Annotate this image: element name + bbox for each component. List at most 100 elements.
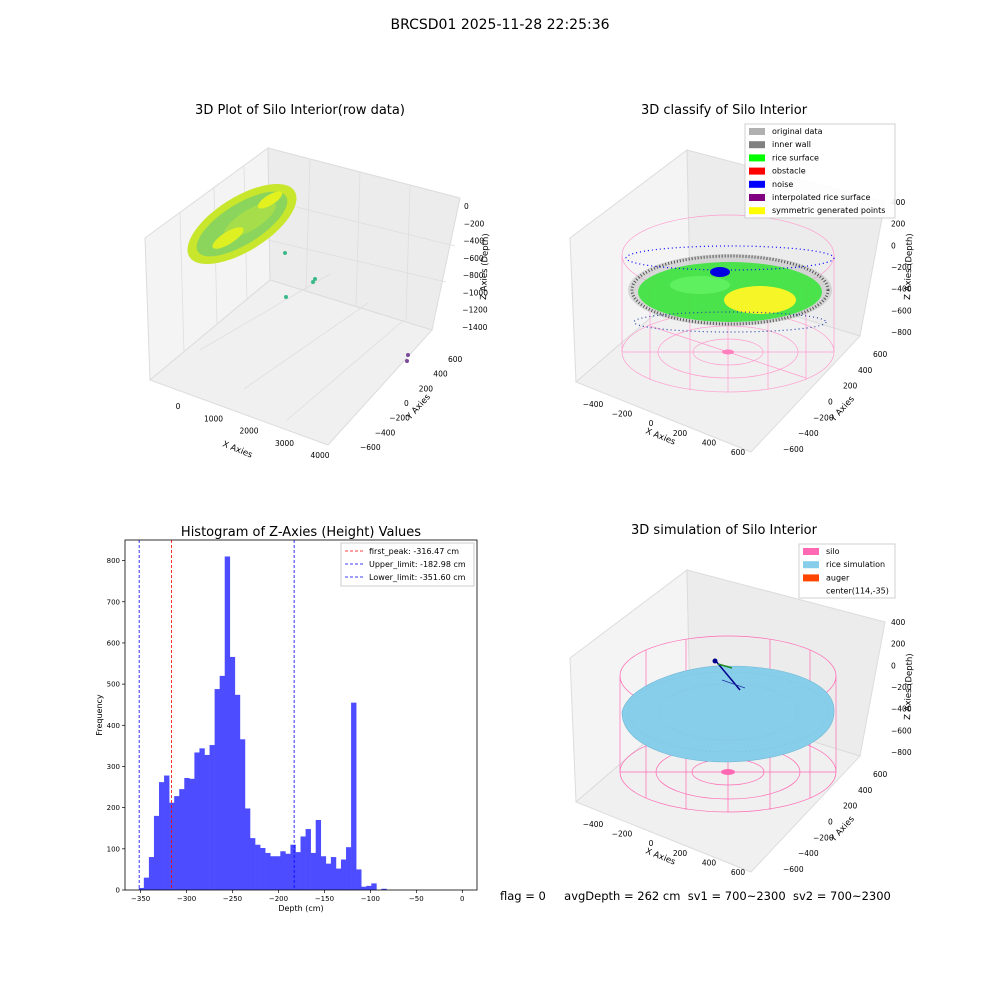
tick-label: 3000 — [275, 439, 294, 448]
raw-outlier-points — [283, 251, 317, 299]
histogram-x-axis-label: Depth (cm) — [278, 904, 323, 913]
tick-label: −600 — [783, 445, 804, 454]
legend-label: rice simulation — [826, 560, 885, 569]
tick-label: 400 — [702, 858, 717, 867]
histogram-bar — [361, 886, 367, 890]
y-tick-label: 0 — [116, 887, 120, 895]
raw-rice-points — [187, 183, 297, 265]
raw-pane-floor — [149, 279, 433, 446]
tick-label: 0 — [828, 398, 833, 407]
histogram-bar — [255, 844, 261, 890]
histogram-bar — [285, 853, 291, 890]
histogram-bar — [214, 689, 220, 890]
classify-legend: original data inner wall rice surface obsta… — [744, 123, 896, 219]
histogram-bar — [239, 739, 246, 890]
tick-label: −800 — [891, 748, 912, 757]
tick-label: −200 — [891, 263, 912, 272]
legend-swatch — [803, 561, 819, 569]
flag-text: flag = 0 — [500, 889, 546, 903]
histogram-bar — [260, 848, 266, 890]
tick-label: 0 — [891, 661, 896, 670]
histogram-bar — [330, 857, 337, 890]
x-tick-label: −250 — [223, 895, 242, 903]
simulation-legend: silo rice simulation auger center(114,-35) — [798, 543, 896, 599]
tick-label: 2000 — [239, 427, 258, 436]
histogram-bar — [184, 778, 190, 890]
tick-label: −400 — [583, 820, 604, 829]
legend-label: obstacle — [772, 167, 806, 176]
tick-label: 400 — [702, 438, 717, 447]
tick-label: −400 — [583, 400, 604, 409]
legend-label: rice surface — [772, 153, 819, 162]
legend-label: interpolated rice surface — [772, 193, 870, 202]
legend-swatch — [749, 128, 765, 135]
histogram-bar — [194, 752, 200, 890]
histogram-bar — [335, 868, 342, 890]
tick-label: 600 — [448, 355, 463, 364]
histogram-bar — [138, 887, 145, 890]
histogram-bar — [366, 885, 372, 890]
tick-label: −200 — [813, 833, 834, 842]
x-tick-label: −150 — [315, 895, 334, 903]
tick-label: −1400 — [462, 323, 488, 332]
tick-label: −1200 — [462, 306, 488, 315]
histogram-bar — [371, 883, 377, 890]
histogram-bar — [219, 675, 226, 890]
legend-label: silo — [826, 547, 840, 556]
histogram-bar — [265, 852, 271, 890]
histogram-bar — [224, 556, 231, 890]
legend-swatch — [749, 180, 765, 188]
legend-label: noise — [772, 180, 793, 189]
simulation-auger — [712, 658, 746, 691]
histogram-bar — [270, 856, 276, 890]
tick-label: −400 — [798, 849, 819, 858]
tick-label: −200 — [813, 413, 834, 422]
tick-label: 400 — [858, 786, 873, 795]
classify-point-cloud — [625, 245, 835, 355]
histogram-bar — [234, 694, 241, 890]
tick-label: −600 — [463, 254, 484, 263]
x-tick-label: −50 — [409, 895, 424, 903]
histogram-legend: first_peak: -316.47 cm Upper_limit: -182.… — [340, 542, 475, 587]
histogram-bar — [290, 844, 296, 890]
tick-label: 200 — [843, 382, 858, 391]
legend-swatch — [803, 574, 819, 582]
classify-x-tick-labels: −400 −200 0 200 400 600 — [583, 400, 746, 457]
tick-label: −200 — [891, 683, 912, 692]
histogram-bar — [179, 789, 185, 890]
tick-label: 200 — [673, 849, 688, 858]
y-tick-label: 700 — [107, 598, 120, 606]
legend-label: inner wall — [772, 140, 811, 149]
tick-label: 0 — [649, 419, 654, 428]
tick-label: 600 — [731, 448, 746, 457]
histogram-title: Histogram of Z-Axies (Height) Values — [181, 525, 421, 540]
status-line: flag = 0 avgDepth = 262 cm sv1 = 700~230… — [500, 889, 930, 903]
histogram-bar — [320, 856, 327, 890]
tick-label: 0 — [891, 241, 896, 250]
histogram-axes-frame — [124, 539, 478, 891]
histogram-bar — [280, 851, 286, 890]
tick-label: 400 — [891, 618, 906, 627]
figure-title: BRCSD01 2025-11-28 22:25:36 — [390, 17, 610, 33]
histogram-bar — [305, 829, 311, 890]
tick-label: 600 — [731, 868, 746, 877]
legend-label: symmetric generated points — [772, 206, 885, 215]
histogram-bar — [315, 820, 322, 890]
tick-label: 200 — [891, 640, 906, 649]
histogram-reference-lines — [138, 540, 295, 890]
tick-label: −200 — [612, 830, 633, 839]
histogram-bar — [310, 852, 316, 890]
tick-label: −400 — [463, 237, 484, 246]
legend-label: Upper_limit: -182.98 cm — [369, 560, 466, 569]
histogram-x-ticks: −350 −300 −250 −200 −150 −100 −50 0 — [131, 890, 465, 903]
tick-label: 200 — [843, 802, 858, 811]
histogram-bar — [229, 656, 236, 890]
tick-label: 0 — [464, 202, 469, 211]
legend-swatch — [749, 141, 765, 149]
legend-label: Lower_limit: -351.60 cm — [369, 573, 466, 582]
tick-label: −600 — [891, 726, 912, 735]
x-tick-label: −350 — [131, 895, 150, 903]
